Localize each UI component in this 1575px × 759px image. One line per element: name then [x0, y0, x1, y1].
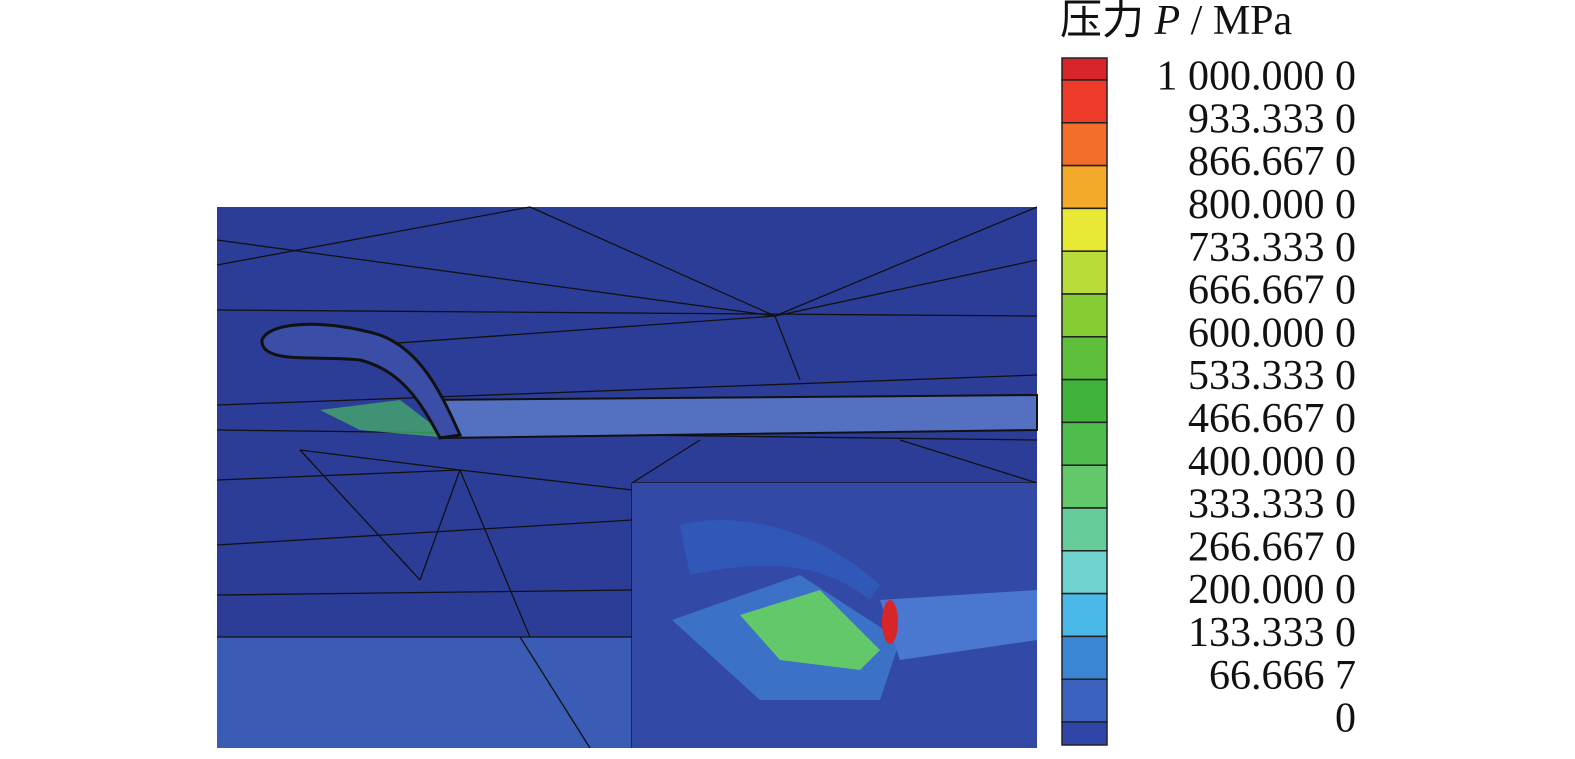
colorbar-band: [1061, 635, 1108, 680]
legend-title: 压力 P / MPa: [1060, 0, 1293, 44]
colorbar-band: [1061, 678, 1108, 723]
colorbar-label: 266.667 0: [1188, 524, 1356, 570]
colorbar-band: [1061, 207, 1108, 252]
title-unit: / MPa: [1191, 0, 1293, 44]
colorbar-label: 200.000 0: [1188, 567, 1356, 613]
colorbar-label: 533.333 0: [1188, 353, 1356, 399]
colorbar-label: 800.000 0: [1188, 182, 1356, 228]
colorbar-band: [1061, 79, 1108, 124]
tool: [260, 322, 463, 440]
colorbar-label: 466.667 0: [1188, 396, 1356, 442]
inset-peak: [882, 600, 898, 644]
colorbar-label: 733.333 0: [1188, 225, 1356, 271]
colorbar-band: [1061, 164, 1108, 210]
inset-zone: [740, 590, 880, 670]
colorbar-band: [1061, 507, 1108, 552]
colorbar-label: 600.000 0: [1188, 310, 1356, 356]
colorbar-label: 66.666 7: [1209, 653, 1356, 699]
colorbar-band: [1061, 57, 1108, 81]
colorbar-label: 933.333 0: [1188, 96, 1356, 142]
colorbar-label: 333.333 0: [1188, 482, 1356, 528]
contact-region: [320, 400, 450, 438]
colorbar-label: 400.000 0: [1188, 439, 1356, 485]
inset-tool: [680, 520, 880, 600]
colorbar-band: [1061, 550, 1108, 595]
colorbar-label: 666.667 0: [1188, 268, 1356, 314]
colorbar-band: [1061, 250, 1108, 295]
inset: [632, 483, 1037, 748]
colorbar-label: 866.667 0: [1188, 139, 1356, 185]
colorbar-label: 0: [1335, 696, 1356, 742]
title-symbol: P: [1154, 0, 1181, 44]
colorbar-label: 1 000.000 0: [1157, 54, 1357, 100]
colorbar-band: [1061, 421, 1108, 466]
colorbar-band: [1061, 464, 1108, 509]
colorbar-band: [1061, 336, 1108, 381]
colorbar-band: [1061, 293, 1108, 338]
crack-band: [418, 393, 1038, 440]
colorbar-band: [1061, 721, 1108, 746]
simulation-panel: [216, 206, 1038, 749]
colorbar-label: 133.333 0: [1188, 610, 1356, 656]
lower-region: [217, 637, 632, 748]
inset-crack: [880, 590, 1037, 660]
title-text: 压力: [1060, 0, 1144, 44]
colorbar-band: [1061, 592, 1108, 638]
colorbar-band: [1061, 378, 1108, 424]
colorbar: [1061, 57, 1108, 746]
colorbar-band: [1061, 122, 1108, 167]
